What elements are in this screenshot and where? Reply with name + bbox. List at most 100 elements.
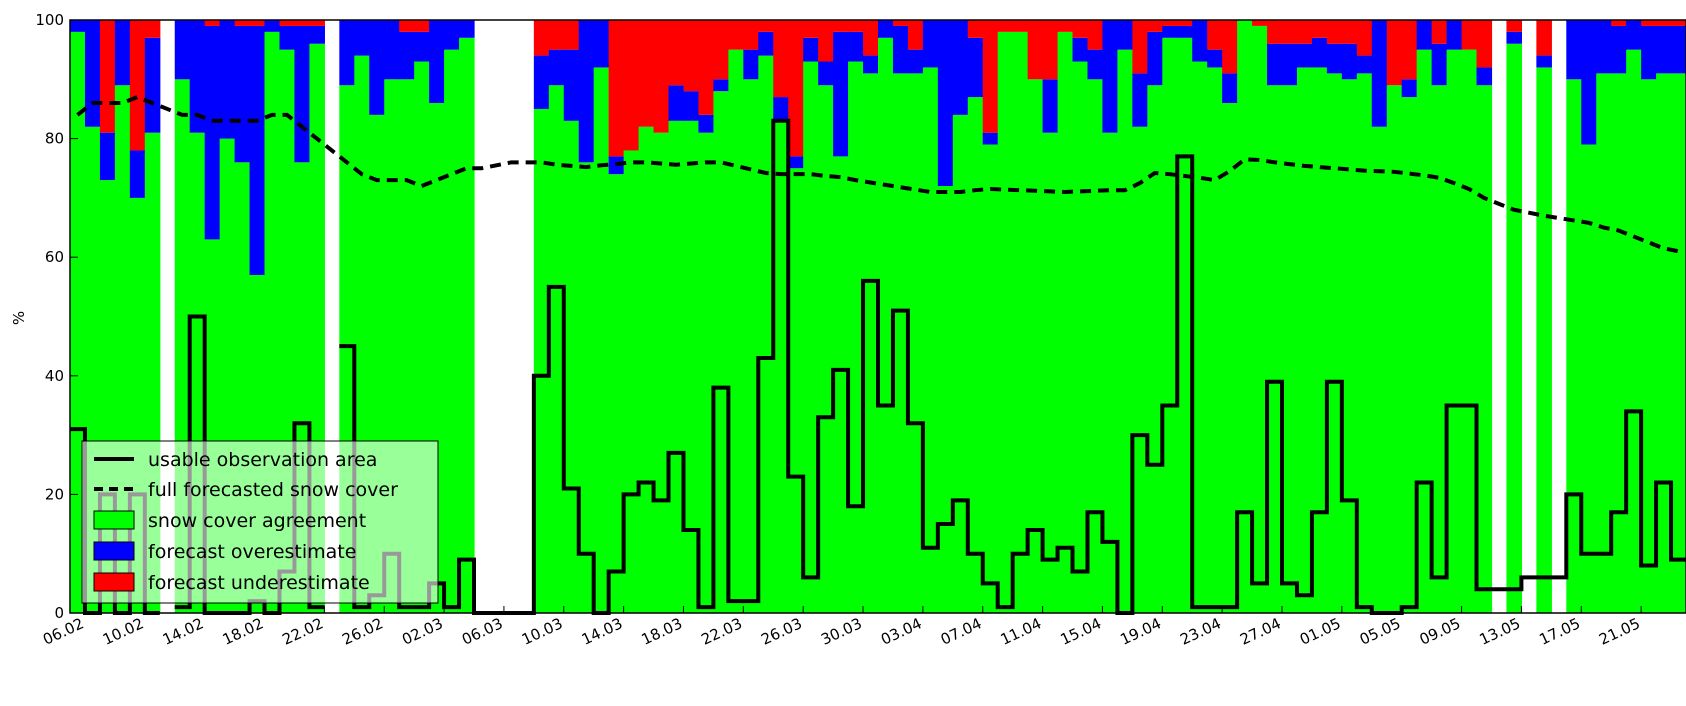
bar-forecast-underestimate xyxy=(1311,20,1328,38)
x-tick-label: 01.05 xyxy=(1297,614,1344,648)
bar-forecast-underestimate xyxy=(982,20,999,133)
bar-forecast-underestimate xyxy=(1356,20,1373,56)
bar-snow-cover-agreement xyxy=(1566,79,1582,614)
bar-snow-cover-agreement xyxy=(848,61,864,613)
bar-forecast-overestimate xyxy=(354,20,370,56)
bar-forecast-underestimate xyxy=(892,20,909,26)
bar-forecast-overestimate xyxy=(1177,25,1193,38)
bar-forecast-overestimate xyxy=(563,49,580,121)
bar-forecast-underestimate xyxy=(129,20,146,151)
bar-forecast-underestimate xyxy=(1641,20,1657,26)
bar-forecast-overestimate xyxy=(369,20,385,115)
bar-forecast-overestimate xyxy=(1326,43,1343,74)
bar-forecast-overestimate xyxy=(833,31,849,157)
bar-forecast-overestimate xyxy=(429,20,445,104)
bar-forecast-overestimate xyxy=(1641,25,1657,80)
bar-forecast-overestimate xyxy=(1192,20,1208,62)
bar-forecast-underestimate xyxy=(294,20,311,26)
bar-forecast-underestimate xyxy=(309,20,325,26)
bar-forecast-underestimate xyxy=(1057,20,1074,32)
bar-forecast-underestimate xyxy=(1506,20,1523,32)
bar-forecast-overestimate xyxy=(713,79,729,92)
bar-forecast-underestimate xyxy=(773,20,789,98)
bar-forecast-overestimate xyxy=(309,25,325,44)
bar-forecast-underestimate xyxy=(144,20,161,38)
bar-forecast-overestimate xyxy=(294,25,311,163)
bar-snow-cover-agreement xyxy=(1341,79,1358,614)
bar-snow-cover-agreement xyxy=(1506,43,1523,614)
bar-snow-cover-agreement xyxy=(788,168,804,613)
bar-forecast-overestimate xyxy=(129,150,146,198)
stacked-bars xyxy=(70,20,1686,614)
y-tick-label: 0 xyxy=(54,604,64,622)
bar-forecast-overestimate xyxy=(339,20,355,86)
x-tick-label: 14.02 xyxy=(160,614,207,648)
bar-forecast-overestimate xyxy=(548,49,565,86)
bar-snow-cover-agreement xyxy=(1252,25,1268,614)
bar-forecast-underestimate xyxy=(623,20,640,151)
bar-forecast-overestimate xyxy=(937,20,954,187)
plot-area xyxy=(69,19,1686,615)
x-tick-label: 09.05 xyxy=(1417,614,1464,648)
bar-snow-cover-agreement xyxy=(907,73,924,614)
bar-forecast-overestimate xyxy=(1356,55,1373,74)
bar-snow-cover-agreement xyxy=(1416,49,1433,613)
bar-forecast-underestimate xyxy=(713,20,729,80)
bar-forecast-underestimate xyxy=(1012,20,1029,32)
full-forecasted-snow-cover-line xyxy=(76,94,1679,254)
bar-forecast-overestimate xyxy=(219,20,236,139)
bar-forecast-underestimate xyxy=(608,20,625,157)
bar-forecast-overestimate xyxy=(1222,73,1238,104)
bar-snow-cover-agreement xyxy=(533,108,550,613)
bar-snow-cover-agreement xyxy=(1162,37,1178,614)
x-tick-label: 23.04 xyxy=(1177,614,1224,648)
bar-forecast-underestimate xyxy=(204,20,221,26)
bar-snow-cover-agreement xyxy=(1311,67,1328,613)
bar-forecast-overestimate xyxy=(1626,20,1642,50)
x-tick-label: 22.03 xyxy=(698,614,745,648)
bar-snow-cover-agreement xyxy=(818,85,834,614)
bar-forecast-overestimate xyxy=(758,31,774,56)
bar-forecast-overestimate xyxy=(459,20,475,38)
bar-forecast-overestimate xyxy=(1267,43,1283,86)
bar-snow-cover-agreement xyxy=(548,85,565,614)
bar-forecast-underestimate xyxy=(1671,20,1686,26)
bar-forecast-underestimate xyxy=(249,20,266,26)
bar-forecast-underestimate xyxy=(399,20,415,32)
x-tick-label: 26.03 xyxy=(758,614,805,648)
bar-snow-cover-agreement xyxy=(1596,73,1612,614)
bar-snow-cover-agreement xyxy=(1356,73,1373,614)
bar-forecast-overestimate xyxy=(1596,20,1612,74)
legend-label-snow-cover-agreement: snow cover agreement xyxy=(148,510,366,532)
y-tick-label: 80 xyxy=(45,130,64,148)
bar-snow-cover-agreement xyxy=(578,162,595,613)
bar-snow-cover-agreement xyxy=(982,144,999,613)
bar-snow-cover-agreement xyxy=(922,67,939,613)
bar-snow-cover-agreement xyxy=(1401,97,1418,614)
bar-forecast-underestimate xyxy=(967,20,984,38)
bar-snow-cover-agreement xyxy=(1132,126,1148,614)
bar-forecast-overestimate xyxy=(1162,25,1178,38)
bar-snow-cover-agreement xyxy=(773,120,789,613)
bar-snow-cover-agreement xyxy=(1296,67,1313,613)
bar-forecast-underestimate xyxy=(728,20,744,50)
bar-snow-cover-agreement xyxy=(863,73,879,614)
legend: usable observation area full forecasted … xyxy=(81,440,439,604)
bar-forecast-overestimate xyxy=(803,37,819,62)
bar-forecast-underestimate xyxy=(1027,20,1044,80)
bar-snow-cover-agreement xyxy=(952,114,969,613)
bar-forecast-overestimate xyxy=(1296,43,1313,68)
bar-forecast-overestimate xyxy=(1506,31,1523,44)
bar-snow-cover-agreement xyxy=(1147,85,1163,614)
bar-forecast-overestimate xyxy=(1311,37,1328,68)
bar-snow-cover-agreement xyxy=(728,49,744,613)
x-tick-label: 19.04 xyxy=(1117,614,1164,648)
bar-snow-cover-agreement xyxy=(668,120,685,613)
x-tick-label: 15.04 xyxy=(1058,614,1105,648)
bar-forecast-underestimate xyxy=(653,20,670,133)
bar-snow-cover-agreement xyxy=(997,31,1014,614)
y-axis: 0 20 40 60 80 100 xyxy=(35,11,78,622)
bar-snow-cover-agreement xyxy=(803,61,819,613)
bar-snow-cover-agreement xyxy=(1656,73,1672,614)
bar-forecast-overestimate xyxy=(593,20,610,68)
